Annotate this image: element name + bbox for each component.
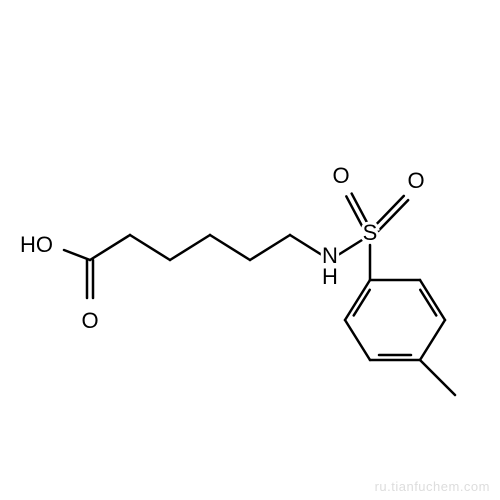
chemical-structure-diagram: HOHOOONNHHSSOOOO ru.tianfuchem.com — [0, 0, 500, 500]
svg-text:H: H — [322, 264, 338, 289]
svg-text:S: S — [363, 220, 378, 245]
svg-text:O: O — [407, 168, 424, 193]
svg-text:O: O — [81, 308, 98, 333]
molecule-svg: HOHOOONNHHSSOOOO — [0, 0, 500, 500]
svg-text:O: O — [332, 163, 349, 188]
watermark-text: ru.tianfuchem.com — [375, 479, 490, 494]
svg-text:HO: HO — [20, 232, 53, 257]
